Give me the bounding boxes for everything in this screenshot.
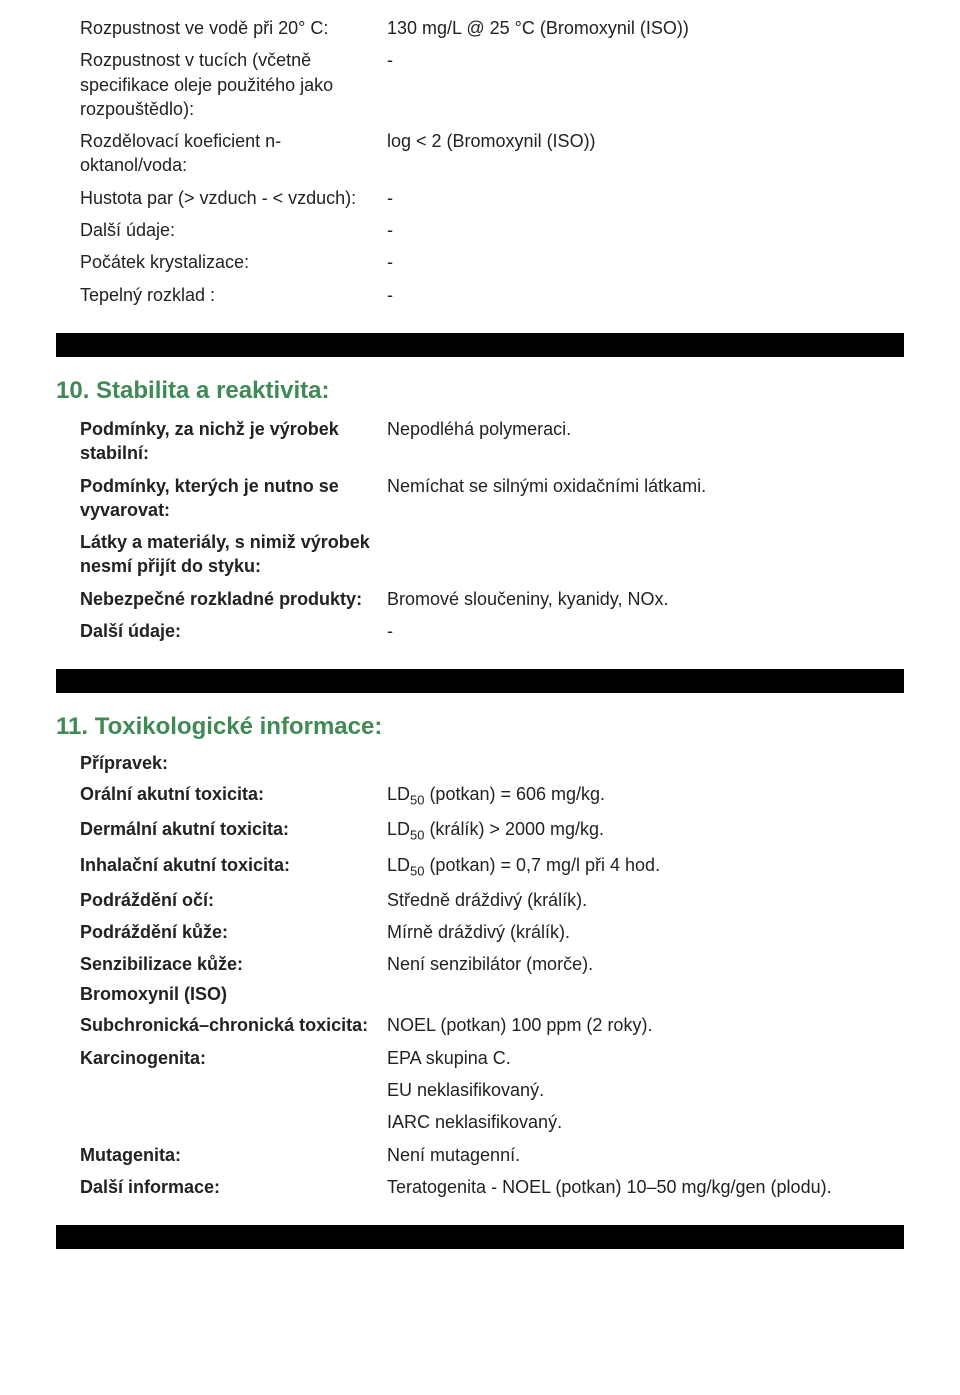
section9-table: Rozpustnost ve vodě při 20° C: 130 mg/L … xyxy=(80,12,904,311)
table-row: Další informace: Teratogenita - NOEL (po… xyxy=(80,1171,904,1203)
property-key: Tepelný rozklad : xyxy=(80,279,385,311)
table-row: Karcinogenita: EPA skupina C. xyxy=(80,1042,904,1074)
section10-heading: 10. Stabilita a reaktivita: xyxy=(56,377,904,405)
property-value: - xyxy=(385,615,904,647)
table-row: Dermální akutní toxicita: LD50 (králík) … xyxy=(80,813,904,848)
property-key: Karcinogenita: xyxy=(80,1042,385,1074)
table-row: Látky a materiály, s nimiž výrobek nesmí… xyxy=(80,526,904,583)
property-value: Není mutagenní. xyxy=(385,1139,904,1171)
property-value: - xyxy=(385,182,904,214)
property-key: Hustota par (> vzduch - < vzduch): xyxy=(80,182,385,214)
section11-subhead-bromoxynil: Bromoxynil (ISO) xyxy=(80,980,904,1009)
table-row: Orální akutní toxicita: LD50 (potkan) = … xyxy=(80,778,904,813)
table-row: Inhalační akutní toxicita: LD50 (potkan)… xyxy=(80,849,904,884)
table-row: Podmínky, kterých je nutno se vyvarovat:… xyxy=(80,470,904,527)
property-key: Látky a materiály, s nimiž výrobek nesmí… xyxy=(80,526,385,583)
property-key xyxy=(80,1074,385,1106)
property-key: Mutagenita: xyxy=(80,1139,385,1171)
section10-table: Podmínky, za nichž je výrobek stabilní: … xyxy=(80,413,904,647)
table-row: Rozpustnost ve vodě při 20° C: 130 mg/L … xyxy=(80,12,904,44)
section-divider xyxy=(56,669,904,693)
table-row: Tepelný rozklad : - xyxy=(80,279,904,311)
property-value: - xyxy=(385,44,904,125)
section-divider xyxy=(56,333,904,357)
table-row: EU neklasifikovaný. xyxy=(80,1074,904,1106)
property-key: Rozdělovací koeficient n-oktanol/voda: xyxy=(80,125,385,182)
property-key: Podráždění kůže: xyxy=(80,916,385,948)
property-key: Počátek krystalizace: xyxy=(80,246,385,278)
property-key: Další informace: xyxy=(80,1171,385,1203)
section11-subhead-pripravek: Přípravek: xyxy=(80,749,904,778)
property-value: Není senzibilátor (morče). xyxy=(385,948,904,980)
section11-heading: 11. Toxikologické informace: xyxy=(56,713,904,741)
property-value: EU neklasifikovaný. xyxy=(385,1074,904,1106)
property-value: NOEL (potkan) 100 ppm (2 roky). xyxy=(385,1009,904,1041)
property-value: Bromové sloučeniny, kyanidy, NOx. xyxy=(385,583,904,615)
table-row: Subchronická–chronická toxicita: NOEL (p… xyxy=(80,1009,904,1041)
table-row: Další údaje: - xyxy=(80,615,904,647)
table-row: Mutagenita: Není mutagenní. xyxy=(80,1139,904,1171)
property-key xyxy=(80,1106,385,1138)
property-value: - xyxy=(385,279,904,311)
section-divider xyxy=(56,1225,904,1249)
table-row: Hustota par (> vzduch - < vzduch): - xyxy=(80,182,904,214)
table-row: IARC neklasifikovaný. xyxy=(80,1106,904,1138)
property-key: Další údaje: xyxy=(80,615,385,647)
table-row: Nebezpečné rozkladné produkty: Bromové s… xyxy=(80,583,904,615)
section11-table-bromoxynil: Subchronická–chronická toxicita: NOEL (p… xyxy=(80,1009,904,1203)
property-value: LD50 (potkan) = 0,7 mg/l při 4 hod. xyxy=(385,849,904,884)
property-key: Rozpustnost v tucích (včetně specifikace… xyxy=(80,44,385,125)
property-value: Teratogenita - NOEL (potkan) 10–50 mg/kg… xyxy=(385,1171,904,1203)
property-key: Podmínky, za nichž je výrobek stabilní: xyxy=(80,413,385,470)
table-row: Podráždění očí: Středně dráždivý (králík… xyxy=(80,884,904,916)
property-value: EPA skupina C. xyxy=(385,1042,904,1074)
property-value xyxy=(385,526,904,583)
property-value: 130 mg/L @ 25 °C (Bromoxynil (ISO)) xyxy=(385,12,904,44)
property-key: Nebezpečné rozkladné produkty: xyxy=(80,583,385,615)
table-row: Další údaje: - xyxy=(80,214,904,246)
property-value: log < 2 (Bromoxynil (ISO)) xyxy=(385,125,904,182)
property-value: Mírně dráždivý (králík). xyxy=(385,916,904,948)
table-row: Senzibilizace kůže: Není senzibilátor (m… xyxy=(80,948,904,980)
property-key: Další údaje: xyxy=(80,214,385,246)
table-row: Podráždění kůže: Mírně dráždivý (králík)… xyxy=(80,916,904,948)
property-key: Podmínky, kterých je nutno se vyvarovat: xyxy=(80,470,385,527)
property-key: Subchronická–chronická toxicita: xyxy=(80,1009,385,1041)
property-key: Dermální akutní toxicita: xyxy=(80,813,385,848)
property-key: Inhalační akutní toxicita: xyxy=(80,849,385,884)
table-row: Rozdělovací koeficient n-oktanol/voda: l… xyxy=(80,125,904,182)
property-value: Středně dráždivý (králík). xyxy=(385,884,904,916)
property-value: Nepodléhá polymeraci. xyxy=(385,413,904,470)
table-row: Rozpustnost v tucích (včetně specifikace… xyxy=(80,44,904,125)
property-key: Podráždění očí: xyxy=(80,884,385,916)
property-value: LD50 (potkan) = 606 mg/kg. xyxy=(385,778,904,813)
property-key: Rozpustnost ve vodě při 20° C: xyxy=(80,12,385,44)
property-value: - xyxy=(385,246,904,278)
property-key: Orální akutní toxicita: xyxy=(80,778,385,813)
property-value: Nemíchat se silnými oxidačními látkami. xyxy=(385,470,904,527)
property-value: - xyxy=(385,214,904,246)
table-row: Počátek krystalizace: - xyxy=(80,246,904,278)
property-value: LD50 (králík) > 2000 mg/kg. xyxy=(385,813,904,848)
property-key: Senzibilizace kůže: xyxy=(80,948,385,980)
property-value: IARC neklasifikovaný. xyxy=(385,1106,904,1138)
table-row: Podmínky, za nichž je výrobek stabilní: … xyxy=(80,413,904,470)
section11-table-pripravek: Orální akutní toxicita: LD50 (potkan) = … xyxy=(80,778,904,980)
